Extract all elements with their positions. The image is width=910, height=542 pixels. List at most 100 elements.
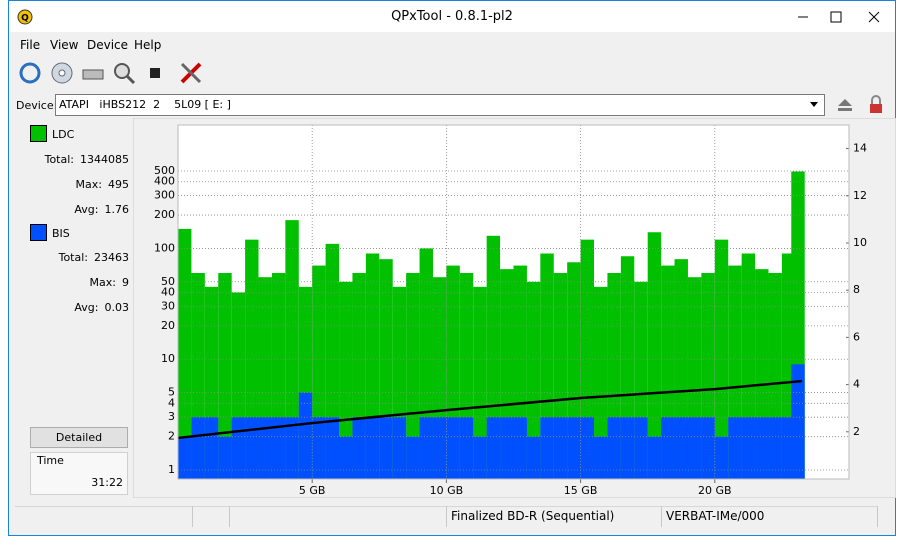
bar [674,417,688,479]
bar [298,392,313,479]
bar [191,417,205,479]
status-cell [192,506,229,527]
tool-disc[interactable] [49,60,75,86]
menu-item[interactable]: File [20,38,41,52]
bar [791,364,805,479]
bar [607,417,621,479]
bar [218,436,232,479]
tool-settings[interactable] [178,60,204,86]
chart: 1234510203040501002003004005002468101214… [133,118,896,498]
bar [339,436,353,479]
bis-name: BIS [52,227,70,240]
stat-value: 495 [108,178,129,191]
stat-value: 0.03 [104,301,130,314]
bar [620,417,635,479]
y-tick-label: 30 [161,299,175,312]
lock-button[interactable] [864,93,888,117]
bar [285,417,299,479]
time-value: 31:22 [91,476,123,489]
bar [432,417,447,479]
bar [406,436,420,479]
menu-item[interactable]: Device [87,38,129,52]
stat-label: Total: [44,153,74,166]
ldc-name: LDC [52,128,75,141]
time-box: Time 31:22 [30,452,128,495]
bar [594,286,608,479]
bar [312,417,326,479]
bar [526,281,541,479]
detailed-button[interactable]: Detailed [30,427,128,448]
bar [647,232,662,479]
y-tick-label: 1 [168,463,175,476]
bar [339,281,353,479]
bar [540,417,554,479]
bar [379,417,393,479]
bar [459,417,474,479]
bar [178,436,192,479]
window-title: QPxTool - 0.8.1-pl2 [391,9,513,24]
bar [352,417,366,479]
stat-label: Max: [75,178,102,191]
y-tick-label: 5 [168,386,175,399]
device-combo[interactable]: ATAPI iHBS212 2 5L09 [ E: ] [55,94,825,116]
y-tick-label: 10 [161,352,175,365]
speed-line [177,379,803,440]
status-cell [229,506,446,527]
menu-item[interactable]: Help [134,38,162,52]
stat-row: Total: 23463 [29,251,129,264]
bar [406,273,420,479]
stat-label: Max: [89,276,116,289]
bar [634,417,648,479]
time-label: Time [37,454,64,467]
stat-label: Avg: [74,301,99,314]
eject-button[interactable] [833,93,857,117]
svg-text:Q: Q [21,14,29,24]
y-tick-label: 500 [154,164,175,177]
bar [446,417,460,479]
bar [513,417,527,479]
bar [741,417,756,479]
tool-scan[interactable] [111,60,137,86]
x-tick-label: 10 GB [430,484,464,497]
bar [580,417,595,479]
stat-value: 23463 [94,251,129,264]
y-tick-label: 2 [168,430,175,443]
bar [245,417,259,479]
y2-tick-label: 12 [853,189,867,202]
bar [258,417,272,479]
bar [526,436,541,479]
x-tick-label: 5 GB [299,484,326,497]
bar [486,417,501,479]
menu-item[interactable]: View [50,38,79,52]
status-cell: Finalized BD-R (Sequential) [446,506,661,527]
bar [178,228,192,479]
bar [567,417,581,479]
tool-stop[interactable] [142,60,168,86]
device-value: ATAPI iHBS212 2 5L09 [ E: ] [59,98,231,111]
y2-tick-label: 4 [853,378,860,391]
status-cell: VERBAT-IMe/000 [661,506,878,527]
y2-tick-label: 8 [853,283,860,296]
bar [325,417,340,479]
bar [647,436,662,479]
stat-row: Avg: 0.03 [29,301,129,314]
bar [271,417,286,479]
bar [365,417,380,479]
stat-label: Total: [58,251,88,264]
stat-row: Max: 9 [29,276,129,289]
stat-label: Avg: [74,203,99,216]
window-controls[interactable] [785,1,895,31]
y-tick-label: 100 [154,241,175,254]
tool-refresh[interactable] [17,60,43,86]
bar [594,436,608,479]
bar [553,417,568,479]
y2-tick-label: 2 [853,425,860,438]
bar [661,417,675,479]
y2-tick-label: 14 [853,142,867,155]
bar [473,286,487,479]
tool-drive[interactable] [80,60,106,86]
title-bar: Q QPxTool - 0.8.1-pl2 [9,1,895,32]
stat-row: Max: 495 [29,178,129,191]
x-tick-label: 15 GB [564,484,598,497]
